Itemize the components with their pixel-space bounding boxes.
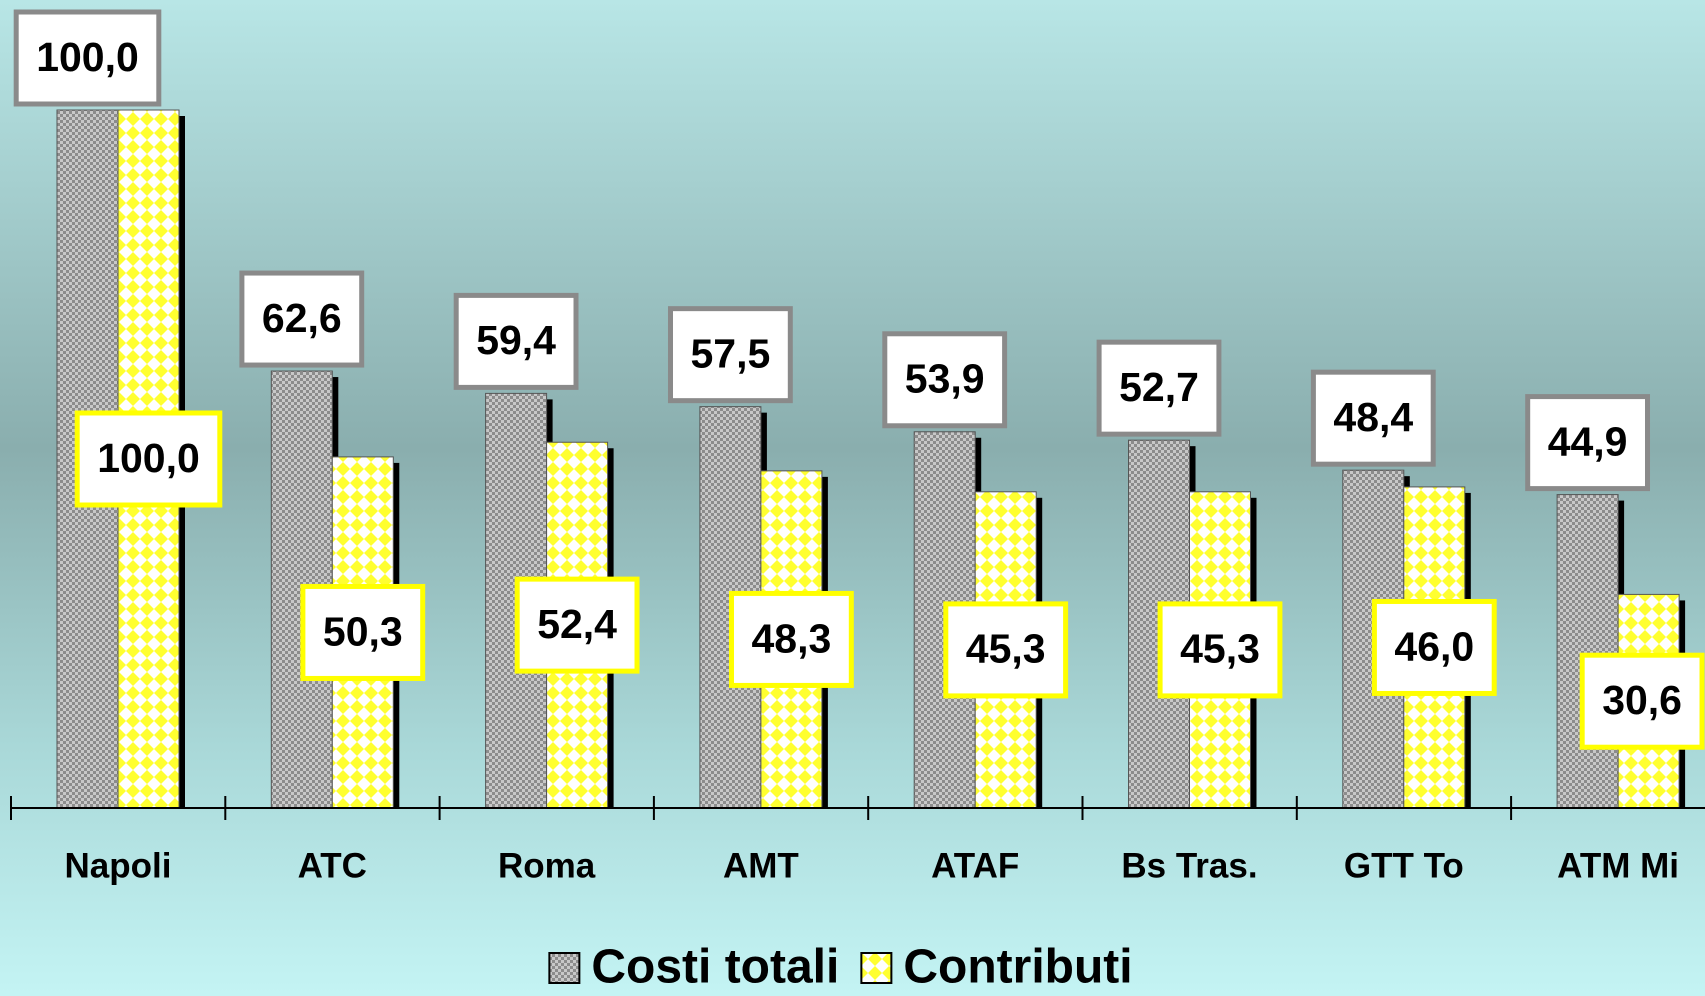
value-label-box [1525, 394, 1651, 492]
value-label: 57,5 [690, 330, 770, 376]
value-label-box [514, 576, 640, 674]
value-label: 46,0 [1394, 623, 1474, 669]
value-label: 100,0 [36, 34, 139, 80]
x-tick-label: ATC [298, 846, 367, 885]
value-label: 48,4 [1333, 394, 1413, 440]
value-label: 52,7 [1119, 364, 1199, 410]
value-label: 30,6 [1602, 677, 1682, 723]
value-label-box [943, 601, 1069, 699]
value-label: 48,3 [751, 615, 831, 661]
legend-swatch [860, 952, 893, 984]
value-label: 44,9 [1548, 418, 1628, 464]
value-label-box [300, 583, 426, 681]
value-label: 62,6 [262, 295, 342, 341]
value-label-box [667, 306, 793, 404]
x-tick-label: ATM Mi [1557, 846, 1679, 885]
value-label: 50,3 [323, 608, 403, 654]
value-label-box [1579, 652, 1705, 750]
value-label-box [239, 270, 365, 368]
value-label-box [882, 331, 1008, 429]
value-label-box [728, 590, 854, 688]
value-label-box [1371, 598, 1497, 696]
value-label: 45,3 [1180, 626, 1260, 672]
x-tick-label: Roma [498, 846, 596, 885]
value-label-box [13, 9, 162, 107]
x-tick-label: GTT To [1344, 846, 1464, 885]
x-tick-label: ATAF [931, 846, 1019, 885]
value-label-box [1157, 601, 1283, 699]
x-tick-label: Bs Tras. [1121, 846, 1257, 885]
legend-label: Costi totali [591, 941, 839, 994]
value-label: 53,9 [905, 356, 985, 402]
value-label: 100,0 [97, 435, 200, 481]
value-label-box [74, 410, 223, 508]
x-tick-label: AMT [723, 846, 799, 885]
value-label: 45,3 [966, 626, 1046, 672]
x-tick-label: Napoli [65, 846, 172, 885]
legend-label: Contributi [903, 941, 1132, 994]
bar [1556, 494, 1619, 809]
value-label-box [453, 292, 579, 390]
value-label: 59,4 [476, 317, 556, 363]
value-label-box [1310, 369, 1436, 467]
value-label: 52,4 [537, 601, 617, 647]
value-label-box [1096, 339, 1222, 437]
legend-swatch [548, 952, 581, 984]
